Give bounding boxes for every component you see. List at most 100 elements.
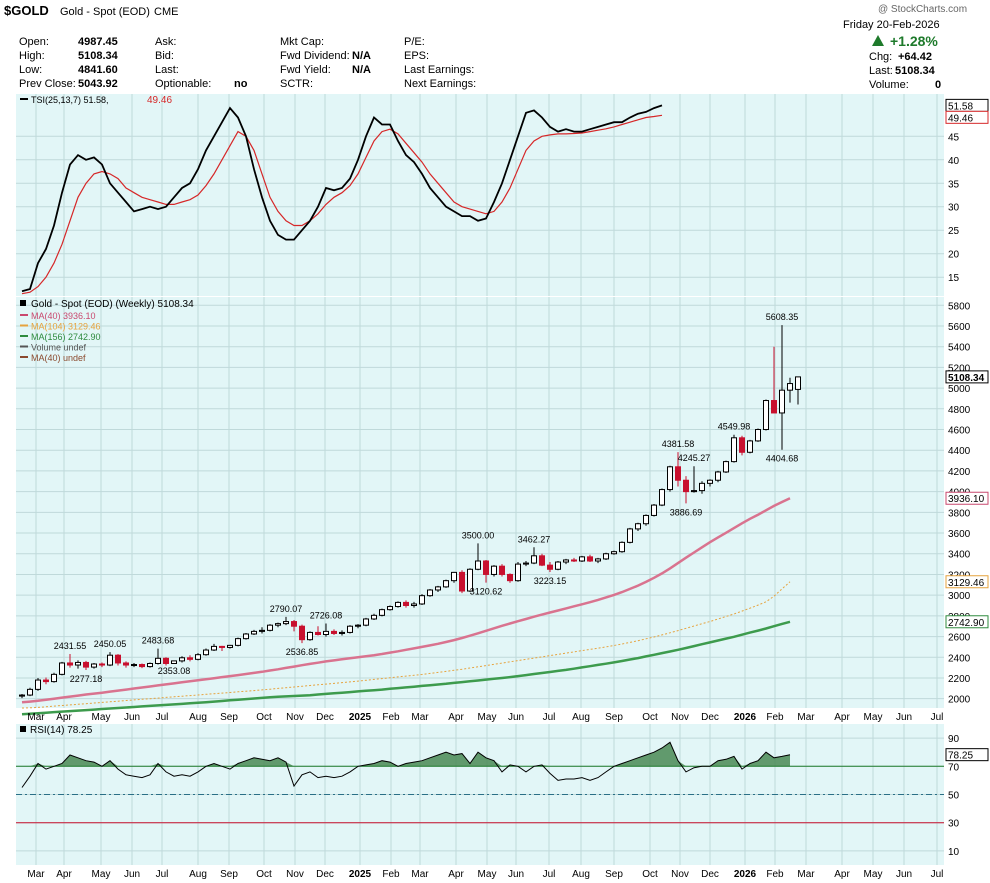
candle-body <box>435 586 441 591</box>
sctr-label: SCTR: <box>280 78 313 90</box>
candle-body <box>515 563 521 582</box>
grid-lines <box>16 94 944 865</box>
candle-body <box>427 589 433 597</box>
xaxis-bottom-month-label: Mar <box>27 869 45 880</box>
rsi-ytick-label: 50 <box>948 791 960 802</box>
candle-body <box>539 555 545 566</box>
candle-body <box>795 376 801 390</box>
xaxis-top-month-label: 2025 <box>349 712 372 723</box>
xaxis-bottom-month-label: May <box>478 869 497 880</box>
exchange: CME <box>154 6 179 18</box>
candle-body <box>699 482 705 492</box>
xaxis-bottom-month-label: 2025 <box>349 869 372 880</box>
candle-body <box>611 551 617 555</box>
candle-body <box>779 389 785 414</box>
xaxis-bottom-month-label: Jun <box>508 869 524 880</box>
xaxis-bottom-month-label: May <box>864 869 883 880</box>
tsi-signal-value-tag-box <box>945 110 989 124</box>
rsi-ytick-label: 30 <box>948 819 960 830</box>
xaxis-top-month-label: Sep <box>220 712 238 723</box>
xaxis-bottom-month-label: Sep <box>605 869 623 880</box>
candle-body <box>523 562 529 565</box>
xaxis-bottom-month-label: Aug <box>189 869 207 880</box>
instrument-name: Gold - Spot (EOD) <box>60 6 150 18</box>
price-annotation: 3462.27 <box>518 534 551 544</box>
candle-body <box>27 688 33 696</box>
xaxis-top-month-label: Nov <box>286 712 304 723</box>
candle-body <box>411 603 417 607</box>
candle-body <box>579 556 585 562</box>
candle-body <box>619 541 625 553</box>
xaxis-bottom-month-label: Jul <box>931 869 944 880</box>
price-panel <box>16 297 944 708</box>
candle-body <box>155 657 161 664</box>
xaxis-bottom-month-label: Apr <box>56 869 72 880</box>
candle-body <box>371 614 377 620</box>
candle-body <box>643 514 649 525</box>
xaxis-top-month-label: May <box>478 712 497 723</box>
candle-body <box>403 601 409 607</box>
candle-body <box>667 466 673 491</box>
price-legend-item: MA(40) 3936.10 <box>31 311 96 321</box>
price-value-tag: 3129.46 <box>948 578 985 589</box>
xaxis-bottom-month-label: Aug <box>572 869 590 880</box>
price-legend-item: MA(104) 3129.46 <box>31 322 101 332</box>
candle-body <box>299 625 305 641</box>
next-earnings-label: Next Earnings: <box>404 78 477 90</box>
tsi-signal-line <box>21 114 663 295</box>
xaxis-bottom-month-label: May <box>92 869 111 880</box>
candle-body <box>739 437 745 453</box>
xaxis-bottom-month-label: Dec <box>701 869 719 880</box>
xaxis-top-month-label: Jul <box>543 712 556 723</box>
price-ytick-label: 5200 <box>948 363 971 374</box>
price-ytick-label: 5600 <box>948 322 971 333</box>
candle-body <box>747 440 753 453</box>
candle-body <box>419 595 425 605</box>
candle-body <box>35 679 41 690</box>
candle-body <box>475 560 481 570</box>
xaxis-bottom-month-label: 2026 <box>734 869 757 880</box>
xaxis-bottom-month-label: Mar <box>797 869 815 880</box>
xaxis-top-month-label: Dec <box>316 712 334 723</box>
price-title-swatch <box>20 300 26 306</box>
candle-body <box>627 528 633 543</box>
xaxis-top-month-label: Nov <box>671 712 689 723</box>
price-ytick-label: 4400 <box>948 446 971 457</box>
candle-body <box>195 654 201 660</box>
rsi-value-tag-box <box>945 748 989 762</box>
xaxis-top-month-label: Dec <box>701 712 719 723</box>
candle-body <box>283 621 289 625</box>
prev-close-label: Prev Close: <box>19 78 76 90</box>
xaxis-top-month-label: Aug <box>572 712 590 723</box>
xaxis-top-month-label: Apr <box>56 712 72 723</box>
open-label: Open: <box>19 36 49 48</box>
fwd-yield-value: N/A <box>352 64 371 76</box>
candle-body <box>59 662 65 675</box>
xaxis-top-month-label: May <box>92 712 111 723</box>
price-annotation: 3500.00 <box>462 530 495 540</box>
xaxis-bottom-month-label: Feb <box>766 869 784 880</box>
candle-body <box>379 609 385 616</box>
candle-body <box>107 654 113 666</box>
candle-body <box>219 645 225 648</box>
price-annotation: 2277.18 <box>70 674 103 684</box>
xaxis-top-month-label: Mar <box>797 712 815 723</box>
last2-label: Last: <box>869 65 893 77</box>
xaxis-top-month-label: Apr <box>834 712 850 723</box>
moving-averages <box>21 497 791 716</box>
candle-body <box>571 559 577 562</box>
candle-body <box>227 644 233 648</box>
candle-body <box>451 571 457 582</box>
xaxis-bottom-month-label: Jul <box>543 869 556 880</box>
xaxis-bottom-month-label: Feb <box>382 869 400 880</box>
chg-value: +64.42 <box>898 51 932 63</box>
rsi-ytick-label: 10 <box>948 847 960 858</box>
ask-label: Ask: <box>155 36 177 48</box>
candle-body <box>491 565 497 575</box>
xaxis-top-month-label: Aug <box>189 712 207 723</box>
price-value-tag-box <box>945 575 989 589</box>
candle-body <box>43 679 49 683</box>
xaxis-top-month-label: May <box>864 712 883 723</box>
xaxis-top-month-label: Mar <box>411 712 429 723</box>
